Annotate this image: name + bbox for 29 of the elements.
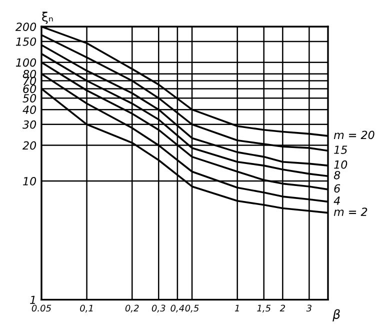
series-label: m = 20	[334, 130, 374, 140]
series-label: 8	[334, 170, 340, 180]
x-tick-label: 0,4	[170, 304, 184, 312]
y-tick-label: 50	[22, 94, 36, 102]
y-tick-label: 60	[23, 84, 36, 94]
x-tick-label: 0.05	[32, 304, 52, 312]
series-label: m = 2	[334, 208, 368, 216]
y-tick-label: 1	[30, 296, 35, 304]
x-tick-label: 3	[306, 304, 312, 312]
x-tick-label: 1,5	[257, 304, 271, 312]
x-tick-label: 2	[280, 304, 285, 312]
x-axis-title: β	[332, 309, 340, 322]
y-tick-label: 100	[16, 58, 36, 67]
series-label: 6	[334, 184, 340, 193]
x-tick-label: 1	[234, 304, 239, 312]
y-tick-label: 20	[22, 141, 36, 150]
y-tick-label: 30	[22, 120, 36, 129]
x-tick-label: 0,3	[152, 304, 166, 312]
x-tick-label: 0,2	[125, 304, 139, 312]
y-tick-label: 200	[15, 22, 36, 32]
y-tick-label: 10	[23, 177, 36, 186]
x-tick-label: 0,5	[185, 304, 199, 312]
series-label: 15	[334, 146, 348, 154]
y-tick-label: 40	[22, 106, 36, 114]
x-tick-label: 0,1	[80, 304, 93, 312]
series-label: 4	[334, 196, 340, 205]
y-axis-title: ξₙ	[42, 12, 53, 24]
series-label: 10	[334, 160, 348, 169]
y-tick-label: 150	[16, 37, 36, 46]
